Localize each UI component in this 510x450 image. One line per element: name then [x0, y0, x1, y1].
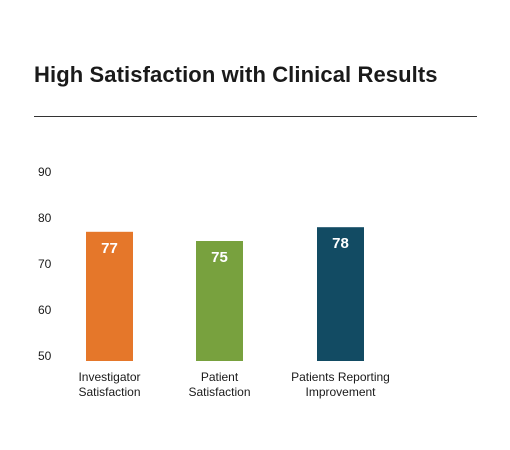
x-category-label-line: Patient: [201, 370, 239, 384]
y-tick-label: 50: [38, 349, 52, 363]
bar-value-label: 78: [332, 235, 349, 252]
x-category-label-line: Improvement: [305, 385, 376, 399]
x-category-label-line: Satisfaction: [188, 385, 250, 399]
y-tick-label: 60: [38, 303, 52, 317]
x-category-label: Investigator Satisfaction: [78, 370, 140, 399]
bar: [317, 227, 364, 361]
bar: [196, 241, 243, 361]
x-category-label-line: Investigator: [78, 370, 140, 384]
x-category-label: Patient Satisfaction: [188, 370, 250, 399]
bar-value-label: 77: [101, 240, 118, 257]
x-category-label-line: Satisfaction: [78, 385, 140, 399]
title-divider: [34, 116, 477, 117]
chart-title: High Satisfaction with Clinical Results: [34, 62, 438, 87]
bar: [86, 231, 133, 361]
bars: 77 75 78: [86, 227, 364, 361]
x-category-label: Patients Reporting Improvement: [291, 370, 390, 399]
y-tick-label: 80: [38, 211, 52, 225]
bar-value-label: 75: [211, 249, 228, 266]
y-tick-label: 70: [38, 257, 52, 271]
y-axis: 50 60 70 80 90: [38, 165, 52, 363]
x-category-label-line: Patients Reporting: [291, 370, 390, 384]
y-tick-label: 90: [38, 165, 52, 179]
